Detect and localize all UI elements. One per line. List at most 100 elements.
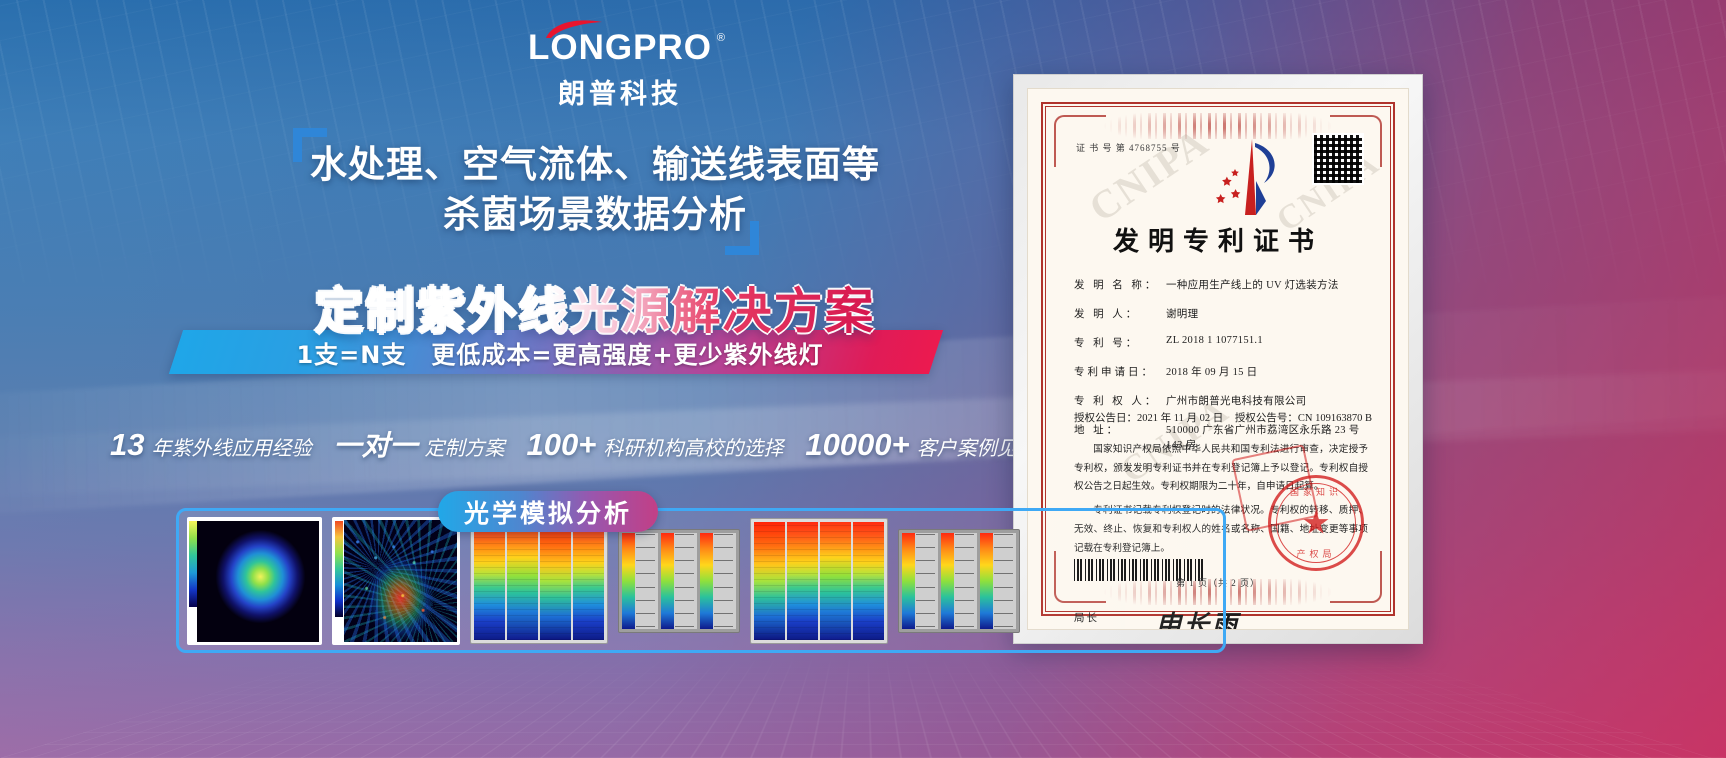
heatmap-column — [853, 521, 884, 640]
contour-plot-area — [197, 520, 319, 642]
legend-ticks — [635, 533, 658, 629]
legend-block — [902, 532, 938, 629]
official-seal-icon: 国家知识 产权局 — [1268, 475, 1364, 571]
field-value: 广州市朗普光电科技有限公司 — [1166, 396, 1307, 407]
barcode-icon — [1074, 559, 1204, 581]
legend-ticks — [713, 533, 736, 629]
legend-colorbar — [700, 532, 713, 629]
handwritten-signature: 申长雨 — [1156, 605, 1240, 629]
field-key: 地 址： — [1074, 425, 1121, 436]
brand-name-en: LONGPRO — [528, 28, 712, 67]
background-grid-top — [0, 0, 1726, 300]
field-key: 专 利 权 人： — [1074, 396, 1159, 407]
certificate-paragraph: 国家知识产权局依照中华人民共和国专利法进行审查，决定授予专利权，颁发发明专利证书… — [1074, 444, 1368, 493]
grant-publication-date: 授权公告日：2021 年 11 月 02 日 — [1074, 413, 1224, 424]
seal-text-bottom: 产权局 — [1296, 549, 1336, 559]
field-value: 510000 广东省广州市荔湾区永乐路 23 号 143 房 — [1166, 425, 1360, 451]
field-key: 专 利 号： — [1074, 338, 1140, 349]
qr-code-icon — [1312, 133, 1364, 185]
stat-number: 100+ — [526, 427, 597, 462]
certificate-paragraphs: 国家知识产权局依照中华人民共和国专利法进行审查，决定授予专利权，颁发发明专利证书… — [1074, 441, 1368, 563]
simulation-images-panel — [176, 508, 1226, 653]
brand-logo: LONGPRO ® 朗普科技 — [505, 20, 735, 111]
legend-ticks — [915, 533, 938, 629]
stats-row: 13 年紫外线应用经验 一对一 定制方案 100+ 科研机构高校的选择 1000… — [110, 424, 1037, 464]
subtitle-bar-text: 1支=N支 更低成本=更高强度+更少紫外线灯 — [296, 340, 824, 369]
headline-block: 水处理、空气流体、输送线表面等 杀菌场景数据分析 — [293, 128, 895, 255]
main-title-block: 定制紫外线光源解决方案 定制紫外线光源解决方案 — [300, 272, 890, 343]
brand-logo-wordmark: LONGPRO ® — [528, 20, 725, 67]
legend-colorbar — [980, 532, 993, 629]
heatmap-column — [787, 521, 818, 640]
seal-text-top: 国家知识 — [1289, 487, 1342, 497]
heatmap-column — [573, 521, 604, 640]
brand-name-cn: 朗普科技 — [558, 79, 682, 110]
scatter-speckles — [344, 519, 457, 642]
registered-mark: ® — [716, 32, 725, 44]
certificate-number: 证 书 号 第 4768755 号 — [1076, 143, 1181, 153]
field-value: 2018 年 09 月 15 日 — [1166, 367, 1258, 378]
bracket-bottom-right-icon — [725, 220, 759, 255]
cnipa-emblem-icon — [1215, 139, 1275, 215]
bracket-top-left-icon — [293, 128, 327, 162]
stat-item: 10000+ 客户案例见证 — [805, 427, 1036, 463]
legend-colorbar — [661, 532, 674, 629]
scatter-plot-area — [344, 519, 457, 642]
stat-number: 13 — [110, 427, 145, 462]
scatter-colorbar — [335, 520, 343, 617]
field-value: 一种应用生产线上的 UV 灯选装方法 — [1166, 280, 1339, 291]
seal-ring — [1276, 483, 1356, 563]
stat-number: 10000+ — [805, 427, 910, 462]
heatmap-strip-b — [750, 517, 888, 644]
legend-block — [661, 532, 697, 629]
certificate-field-row: 地 址： 510000 广东省广州市荔湾区永乐路 23 号 143 房 — [1074, 422, 1372, 452]
stat-item: 100+ 科研机构高校的选择 — [527, 427, 784, 463]
legend-block — [622, 532, 658, 629]
legend-ticks — [954, 533, 977, 629]
certificate-fields: 发 明 名 称： 一种应用生产线上的 UV 灯选装方法 发 明 人： 谢明理 专… — [1074, 277, 1372, 466]
ray-scatter-plot — [332, 516, 460, 645]
irradiance-contour-plot — [187, 516, 322, 645]
heatmap-column — [754, 521, 785, 640]
optical-simulation-badge: 光学模拟分析 — [438, 491, 659, 532]
field-value: ZL 2018 1 1077151.1 — [1166, 335, 1263, 346]
stat-label: 科研机构高校的选择 — [603, 436, 784, 460]
field-value: 谢明理 — [1166, 309, 1199, 320]
legend-ticks — [674, 533, 697, 629]
contour-colorbar — [189, 520, 197, 607]
legend-colorbar — [941, 532, 954, 629]
stat-item: 13 年紫外线应用经验 — [110, 427, 311, 463]
certificate-page-note: 第 1 页（共 2 页） — [1176, 578, 1260, 588]
certificate-border-outer — [1041, 102, 1395, 616]
certificate-signature-labels: 局长 申长雨 — [1074, 609, 1112, 629]
certificate-border-inner — [1045, 106, 1391, 612]
certificate-field-row: 专 利 权 人： 广州市朗普光电科技有限公司 — [1074, 393, 1372, 408]
background-grid-bottom — [0, 658, 1726, 758]
field-key: 发 明 人： — [1074, 309, 1140, 320]
certificate-grant-row: 授权公告日：2021 年 11 月 02 日 授权公告号：CN 10916387… — [1074, 410, 1372, 425]
main-title-stroke: 定制紫外线光源解决方案 — [311, 280, 876, 343]
legend-colorbar — [902, 532, 915, 629]
stat-number: 一对一 — [333, 429, 418, 462]
heatmap-column — [507, 521, 538, 640]
legend-blocks-b — [898, 528, 1020, 633]
certificate-field-row: 专 利 号： ZL 2018 1 1077151.1 — [1074, 335, 1372, 350]
logo-swoosh-icon — [546, 20, 603, 38]
certificate-inner: CNIPA CNIPA CNIPA 证 书 号 第 4768755 号 发明专利… — [1027, 88, 1409, 630]
signature-label-title: 局长 — [1074, 609, 1112, 629]
headline-line-2: 杀菌场景数据分析 — [443, 192, 747, 236]
legend-block — [700, 532, 736, 629]
heatmap-column — [820, 521, 851, 640]
certificate-field-row: 发 明 人： 谢明理 — [1074, 306, 1372, 321]
patent-certificate: CNIPA CNIPA CNIPA 证 书 号 第 4768755 号 发明专利… — [1013, 74, 1423, 644]
stat-label: 定制方案 — [424, 436, 505, 460]
stat-item: 一对一 定制方案 — [333, 424, 504, 464]
heatmap-column — [474, 521, 505, 640]
legend-blocks-a — [618, 528, 740, 633]
certificate-field-row: 专利申请日： 2018 年 09 月 15 日 — [1074, 364, 1372, 379]
heatmap-column — [540, 521, 571, 640]
field-key: 专利申请日： — [1074, 367, 1155, 378]
certificate-field-row: 发 明 名 称： 一种应用生产线上的 UV 灯选装方法 — [1074, 277, 1372, 292]
legend-block — [980, 532, 1016, 629]
